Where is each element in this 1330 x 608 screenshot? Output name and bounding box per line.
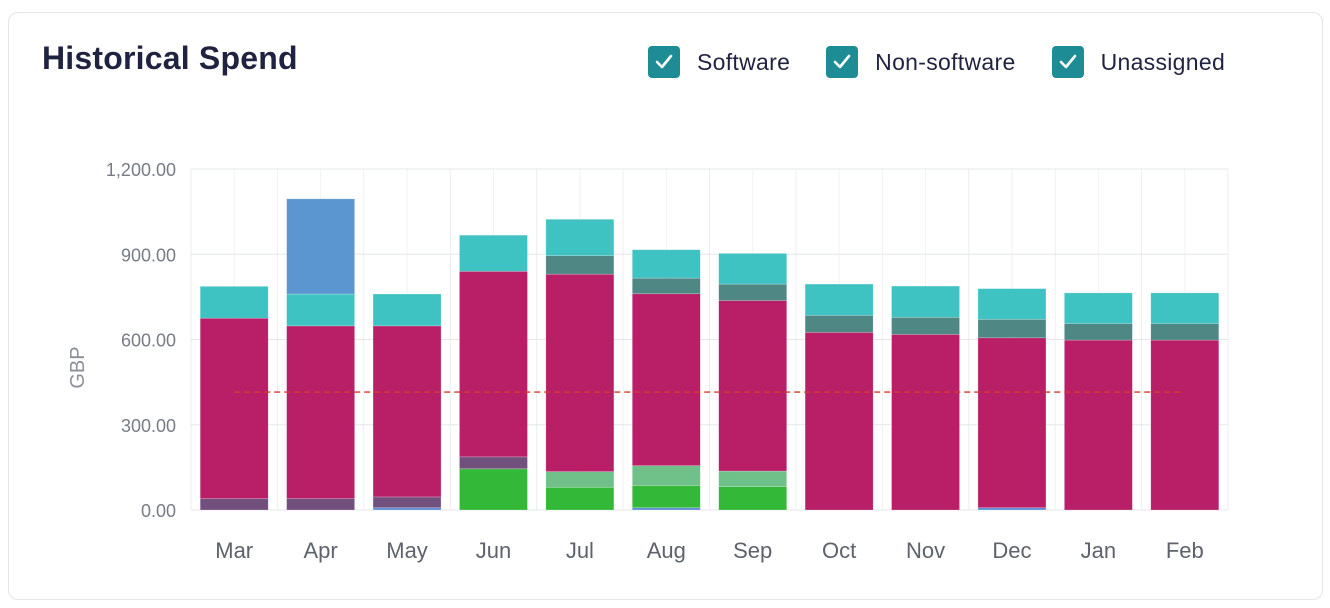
bar-segment-magenta-sep xyxy=(718,300,788,472)
bar-segment-blue-base-aug xyxy=(631,507,701,511)
bar-segment-green-aug xyxy=(631,485,701,509)
x-tick-label: Aug xyxy=(647,538,686,563)
x-tick-label: May xyxy=(386,538,428,563)
bar-segment-dark-teal-nov xyxy=(891,317,960,335)
bar-segment-green-light-aug xyxy=(631,465,701,486)
bar-segment-green-jul xyxy=(545,486,615,511)
bar-segment-magenta-nov xyxy=(891,334,960,511)
bar-segment-blue-base-may xyxy=(372,507,442,511)
bar-segment-dark-teal-sep xyxy=(718,283,788,301)
x-tick-label: Dec xyxy=(992,538,1031,563)
bar-segment-teal-jun xyxy=(459,234,528,272)
bar-segment-magenta-jun xyxy=(459,270,528,458)
x-tick-label: Mar xyxy=(215,538,253,563)
bar-segment-magenta-dec xyxy=(977,337,1047,509)
x-tick-label: Feb xyxy=(1166,538,1204,563)
x-tick-label: Jan xyxy=(1081,538,1116,563)
x-tick-label: Apr xyxy=(304,538,338,563)
bar-segment-teal-feb xyxy=(1150,292,1220,324)
bar-segment-purple-top-jun xyxy=(459,456,528,470)
bar-segment-teal-jul xyxy=(545,218,615,256)
y-tick-label: 300.00 xyxy=(121,416,176,436)
bar-segment-teal-oct xyxy=(804,283,874,316)
bar-segment-blue-base-dec xyxy=(977,507,1047,511)
legend-label-non-software: Non-software xyxy=(875,48,1016,75)
y-tick-label: 0.00 xyxy=(141,501,176,521)
y-tick-label: 1,200.00 xyxy=(106,160,176,180)
legend-label-software: Software xyxy=(697,48,791,75)
bar-segment-green-light-jul xyxy=(545,471,615,488)
bar-segment-dark-teal-feb xyxy=(1150,323,1220,341)
bar-segment-purple-apr xyxy=(286,498,355,511)
x-tick-label: Oct xyxy=(822,538,856,563)
legend: Software Non-software Unassigned xyxy=(648,46,1225,78)
x-tick-label: Nov xyxy=(906,538,945,563)
bar-segment-blue-top-apr xyxy=(286,198,355,295)
bar-segment-teal-mar xyxy=(199,286,269,319)
software-checkbox[interactable] xyxy=(648,46,680,78)
bar-segment-green-sep xyxy=(718,486,788,511)
bar-segment-magenta-jan xyxy=(1064,339,1133,511)
bar-segment-teal-may xyxy=(372,293,442,327)
bar-segment-dark-teal-oct xyxy=(804,315,874,333)
bar-segment-teal-apr xyxy=(286,293,355,327)
x-tick-label: Jun xyxy=(476,538,511,563)
bar-segment-magenta-jul xyxy=(545,273,615,472)
bar-segment-dark-teal-jul xyxy=(545,255,615,275)
bar-segment-teal-aug xyxy=(631,249,701,279)
x-tick-label: Sep xyxy=(733,538,772,563)
legend-item-non-software[interactable]: Non-software xyxy=(826,46,1015,78)
x-tick-label: Jul xyxy=(566,538,594,563)
bar-segment-teal-sep xyxy=(718,253,788,285)
bar-segment-magenta-oct xyxy=(804,332,874,511)
y-axis-label: GBP xyxy=(67,346,89,388)
bar-segment-purple-mar xyxy=(199,498,269,511)
bar-segment-dark-teal-aug xyxy=(631,277,701,295)
non-software-checkbox[interactable] xyxy=(826,46,859,78)
legend-item-unassigned[interactable]: Unassigned xyxy=(1051,46,1226,78)
y-tick-label: 600.00 xyxy=(121,331,176,351)
bar-segment-magenta-mar xyxy=(199,317,269,499)
bar-segment-teal-jan xyxy=(1064,292,1133,324)
check-icon xyxy=(655,54,673,69)
y-tick-label: 900.00 xyxy=(121,245,176,265)
check-icon xyxy=(1059,54,1076,69)
legend-item-software[interactable]: Software xyxy=(648,46,790,78)
check-icon xyxy=(833,54,851,69)
bar-segment-magenta-apr xyxy=(286,325,355,499)
bar-segment-dark-teal-jan xyxy=(1064,323,1133,341)
unassigned-checkbox[interactable] xyxy=(1051,46,1084,78)
legend-label-unassigned: Unassigned xyxy=(1100,48,1226,75)
chart-title: Historical Spend xyxy=(42,40,298,76)
bar-segment-magenta-feb xyxy=(1150,339,1220,511)
bar-segment-teal-nov xyxy=(891,285,960,318)
bar-segment-magenta-may xyxy=(372,325,442,498)
bar-segment-magenta-aug xyxy=(631,293,701,466)
bar-segment-purple-may xyxy=(372,496,442,509)
bar-segment-dark-teal-dec xyxy=(977,319,1047,339)
bar-segment-teal-dec xyxy=(977,288,1047,320)
bar-segment-green-light-sep xyxy=(718,470,788,487)
bar-segment-green-jun xyxy=(459,468,528,511)
